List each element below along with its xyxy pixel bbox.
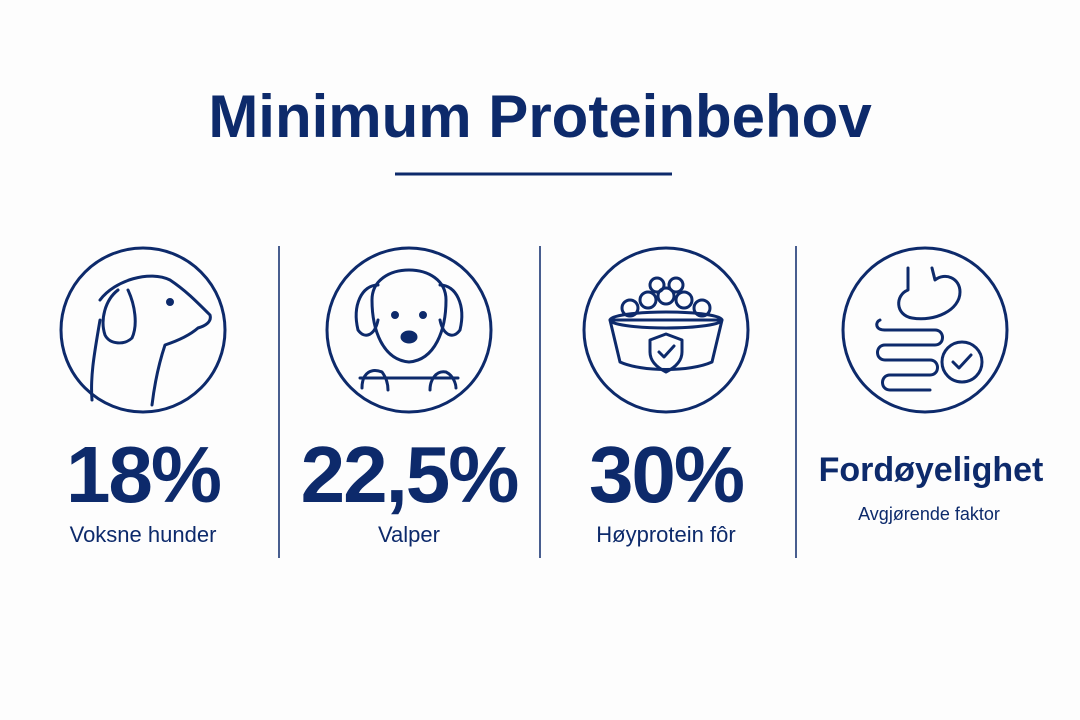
value: 30% [589, 430, 744, 519]
label: Valper [378, 522, 440, 547]
value: 18% [66, 430, 221, 519]
puppy-icon [325, 246, 493, 414]
label: Avgjørende faktor [858, 504, 1000, 524]
value: 22,5% [301, 430, 519, 519]
value: Fordøyelighet [819, 451, 1044, 489]
dividers [278, 246, 797, 558]
label: Høyprotein fôr [596, 522, 735, 547]
adult-dog-icon [59, 246, 227, 414]
title: Minimum Proteinbehov [208, 83, 872, 150]
digestion-icon [841, 246, 1009, 414]
label: Voksne hunder [70, 522, 217, 547]
food-bowl-icon [582, 246, 750, 414]
